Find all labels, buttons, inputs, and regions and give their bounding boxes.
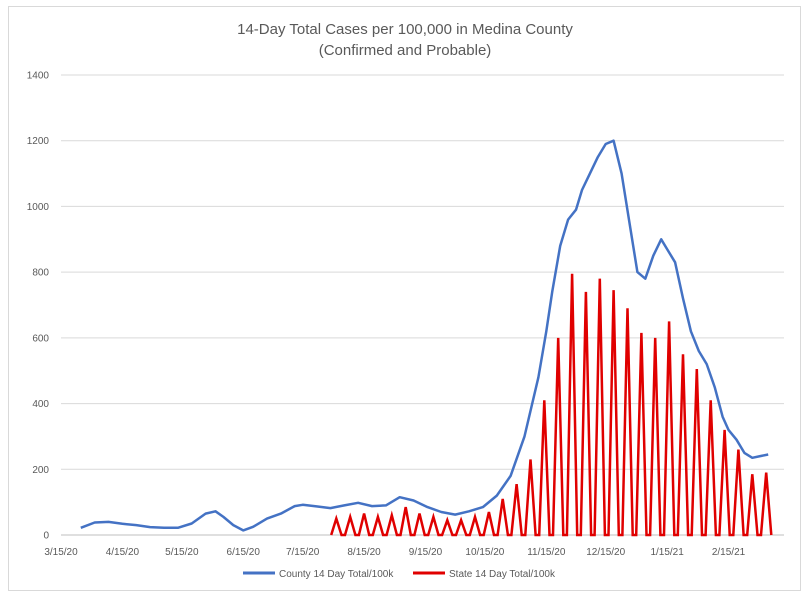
y-tick-label-800: 800 <box>32 268 49 279</box>
y-tick-label-200: 200 <box>32 465 49 476</box>
series-county-line <box>80 139 769 532</box>
y-tick-label-600: 600 <box>32 333 49 344</box>
x-tick-label-6-15-20: 6/15/20 <box>227 547 261 558</box>
y-tick-label-1200: 1200 <box>27 136 50 147</box>
x-tick-label-7-15-20: 7/15/20 <box>286 547 320 558</box>
y-axis: 0 200 400 600 800 1000 1200 1400 <box>27 71 50 542</box>
x-tick-label-8-15-20: 8/15/20 <box>347 547 381 558</box>
x-tick-label-10-15-20: 10/15/20 <box>465 547 504 558</box>
x-tick-label-4-15-20: 4/15/20 <box>106 547 140 558</box>
x-tick-label-9-15-20: 9/15/20 <box>409 547 443 558</box>
series-state <box>330 273 773 537</box>
y-tick-label-0: 0 <box>43 531 49 542</box>
x-tick-label-11-15-20: 11/15/20 <box>527 547 566 558</box>
x-tick-label-1-15-21: 1/15/21 <box>650 547 684 558</box>
legend: County 14 Day Total/100k State 14 Day To… <box>243 569 556 580</box>
legend-label-state: State 14 Day Total/100k <box>449 569 556 580</box>
legend-label-county: County 14 Day Total/100k <box>279 569 394 580</box>
series-county <box>80 139 769 532</box>
x-tick-label-12-15-20: 12/15/20 <box>586 547 625 558</box>
series-layer <box>80 139 773 537</box>
x-axis: 3/15/20 4/15/20 5/15/20 6/15/20 7/15/20 8/15/… <box>44 534 784 558</box>
series-state-line <box>330 273 773 537</box>
chart-frame: 14-Day Total Cases per 100,000 in Medina… <box>8 6 801 591</box>
chart-svg: 14-Day Total Cases per 100,000 in Medina… <box>27 21 784 580</box>
y-tick-label-1000: 1000 <box>27 202 50 213</box>
y-tick-label-400: 400 <box>32 399 49 410</box>
chart-title-line-1: 14-Day Total Cases per 100,000 in Medina… <box>237 21 573 38</box>
x-tick-label-5-15-20: 5/15/20 <box>165 547 199 558</box>
gridlines <box>61 74 784 470</box>
chart-title: 14-Day Total Cases per 100,000 in Medina… <box>237 21 573 59</box>
x-tick-label-2-15-21: 2/15/21 <box>712 547 746 558</box>
x-tick-label-3-15-20: 3/15/20 <box>44 547 78 558</box>
y-tick-label-1400: 1400 <box>27 71 50 82</box>
chart-title-line-2: (Confirmed and Probable) <box>319 42 492 59</box>
